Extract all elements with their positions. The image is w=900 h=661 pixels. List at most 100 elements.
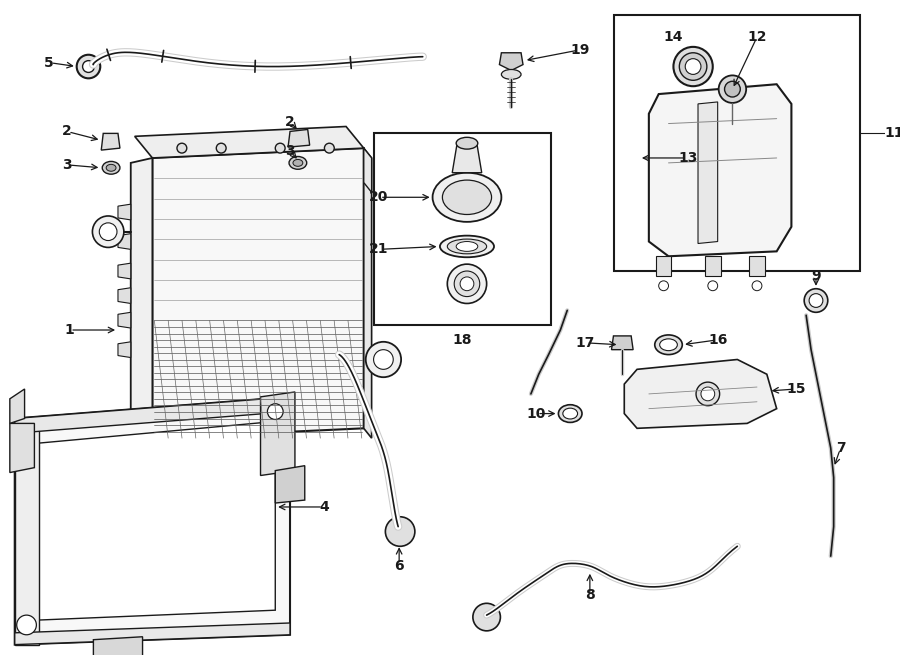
Circle shape: [454, 271, 480, 297]
Text: 2: 2: [62, 124, 72, 138]
Text: 3: 3: [62, 158, 72, 172]
Polygon shape: [102, 134, 120, 150]
Circle shape: [809, 293, 823, 307]
Polygon shape: [118, 204, 130, 220]
Text: 17: 17: [575, 336, 595, 350]
Polygon shape: [14, 623, 290, 644]
Text: 13: 13: [679, 151, 698, 165]
Polygon shape: [94, 637, 142, 660]
Circle shape: [99, 223, 117, 241]
Polygon shape: [135, 126, 364, 158]
Ellipse shape: [103, 161, 120, 175]
Polygon shape: [118, 263, 130, 279]
Circle shape: [805, 289, 828, 312]
Text: 12: 12: [747, 30, 767, 44]
Text: 1: 1: [64, 323, 74, 337]
Circle shape: [680, 53, 706, 80]
Circle shape: [707, 281, 717, 291]
Bar: [615, 15, 860, 271]
Circle shape: [324, 143, 334, 153]
Polygon shape: [40, 422, 275, 620]
Circle shape: [719, 75, 746, 103]
Text: 9: 9: [811, 269, 821, 283]
Polygon shape: [500, 53, 523, 71]
Text: 16: 16: [708, 333, 727, 347]
Circle shape: [447, 264, 487, 303]
Circle shape: [460, 277, 474, 291]
Ellipse shape: [289, 157, 307, 169]
Circle shape: [93, 216, 124, 247]
Ellipse shape: [456, 241, 478, 251]
Circle shape: [724, 81, 741, 97]
Polygon shape: [118, 288, 130, 303]
Text: 6: 6: [394, 559, 404, 573]
Text: 2: 2: [285, 114, 295, 129]
Text: 21: 21: [369, 243, 388, 256]
Circle shape: [177, 143, 187, 153]
Text: 7: 7: [836, 441, 845, 455]
Polygon shape: [275, 466, 305, 503]
Polygon shape: [611, 336, 633, 350]
Polygon shape: [14, 418, 40, 644]
Polygon shape: [118, 234, 130, 249]
Circle shape: [275, 143, 285, 153]
Polygon shape: [118, 342, 130, 358]
Circle shape: [685, 59, 701, 75]
Polygon shape: [749, 256, 765, 276]
Text: 4: 4: [320, 500, 329, 514]
Polygon shape: [14, 397, 290, 644]
Circle shape: [701, 387, 715, 401]
Circle shape: [17, 615, 36, 635]
Text: 11: 11: [885, 126, 900, 140]
Polygon shape: [364, 148, 372, 192]
Circle shape: [673, 47, 713, 86]
Ellipse shape: [562, 408, 578, 419]
Ellipse shape: [456, 137, 478, 149]
Polygon shape: [260, 392, 295, 475]
Text: 20: 20: [369, 190, 388, 204]
Ellipse shape: [443, 180, 491, 214]
Polygon shape: [656, 256, 671, 276]
Text: 19: 19: [571, 43, 590, 57]
Ellipse shape: [440, 235, 494, 257]
Text: 10: 10: [526, 407, 545, 420]
Circle shape: [752, 281, 762, 291]
Polygon shape: [452, 143, 482, 173]
Bar: [374, 134, 551, 325]
Circle shape: [696, 382, 720, 406]
Polygon shape: [10, 389, 24, 424]
Circle shape: [267, 404, 284, 420]
Polygon shape: [130, 158, 152, 443]
Polygon shape: [152, 148, 364, 438]
Text: 8: 8: [585, 588, 595, 602]
Ellipse shape: [501, 69, 521, 79]
Circle shape: [83, 61, 94, 73]
Text: 18: 18: [453, 333, 472, 347]
Circle shape: [659, 281, 669, 291]
Polygon shape: [649, 84, 791, 256]
Circle shape: [216, 143, 226, 153]
Polygon shape: [10, 424, 34, 473]
Circle shape: [385, 517, 415, 546]
Text: 3: 3: [285, 144, 295, 158]
Circle shape: [76, 55, 100, 79]
Text: 15: 15: [787, 382, 806, 396]
Text: 5: 5: [44, 56, 54, 69]
Polygon shape: [118, 312, 130, 328]
Ellipse shape: [293, 159, 302, 167]
Ellipse shape: [558, 405, 582, 422]
Ellipse shape: [106, 165, 116, 171]
Text: 14: 14: [663, 30, 683, 44]
Ellipse shape: [660, 339, 678, 350]
Polygon shape: [698, 102, 717, 243]
Ellipse shape: [433, 173, 501, 222]
Circle shape: [472, 603, 500, 631]
Circle shape: [365, 342, 401, 377]
Ellipse shape: [447, 239, 487, 254]
Polygon shape: [705, 256, 721, 276]
Circle shape: [374, 350, 393, 369]
Polygon shape: [14, 397, 290, 433]
Polygon shape: [625, 360, 777, 428]
Polygon shape: [364, 148, 372, 438]
Ellipse shape: [655, 335, 682, 354]
